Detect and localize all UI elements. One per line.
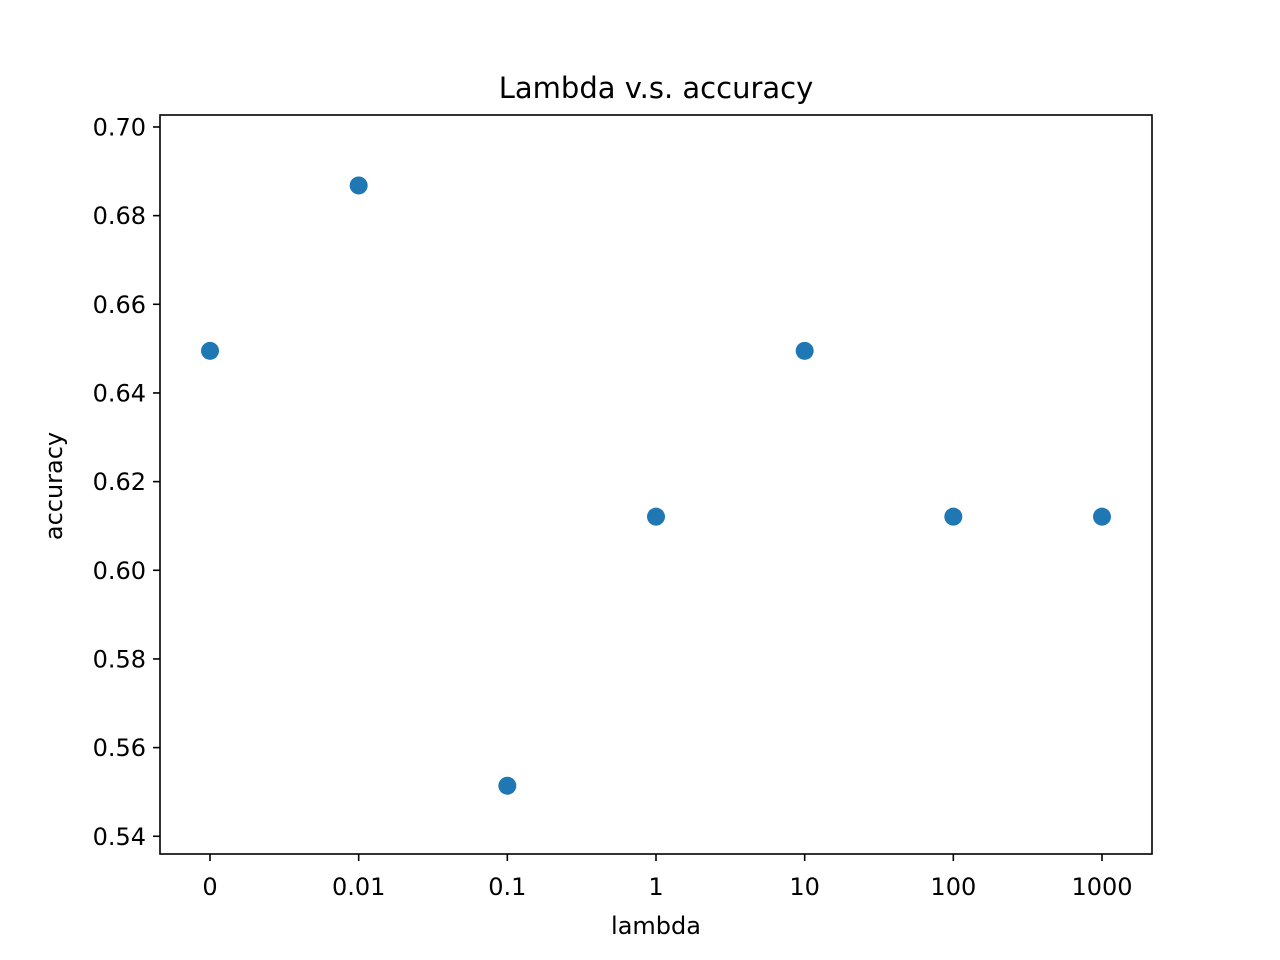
y-axis-title: accuracy	[40, 432, 68, 540]
data-point	[1093, 507, 1111, 526]
chart-title: Lambda v.s. accuracy	[499, 71, 814, 105]
data-points	[201, 176, 1111, 795]
y-tick-label: 0.62	[93, 468, 146, 496]
x-axis: 0 0.01 0.1 1 10 100 1000	[202, 854, 1133, 901]
y-tick-label: 0.66	[93, 291, 146, 319]
data-point	[647, 507, 665, 526]
x-tick-label: 10	[789, 873, 820, 901]
data-point	[201, 341, 219, 360]
y-tick-label: 0.64	[93, 379, 146, 407]
y-tick-label: 0.60	[93, 557, 146, 585]
x-axis-title: lambda	[611, 912, 701, 940]
x-tick-label: 0.1	[488, 873, 526, 901]
y-tick-label: 0.68	[93, 202, 146, 230]
x-tick-label: 1000	[1071, 873, 1132, 901]
data-point	[498, 776, 517, 795]
data-point	[349, 176, 368, 195]
x-tick-label: 0.01	[332, 873, 385, 901]
x-tick-label: 1	[648, 873, 663, 901]
y-tick-label: 0.54	[93, 823, 146, 851]
y-tick-label: 0.56	[93, 734, 146, 762]
data-point	[795, 341, 814, 360]
y-axis: 0.54 0.56 0.58 0.60 0.62 0.64 0.66 0.68 0.70	[93, 113, 160, 851]
y-tick-label: 0.58	[93, 645, 146, 673]
x-tick-label: 0	[202, 873, 217, 901]
y-tick-label: 0.70	[93, 113, 146, 141]
x-tick-label: 100	[930, 873, 976, 901]
data-point	[944, 507, 963, 526]
